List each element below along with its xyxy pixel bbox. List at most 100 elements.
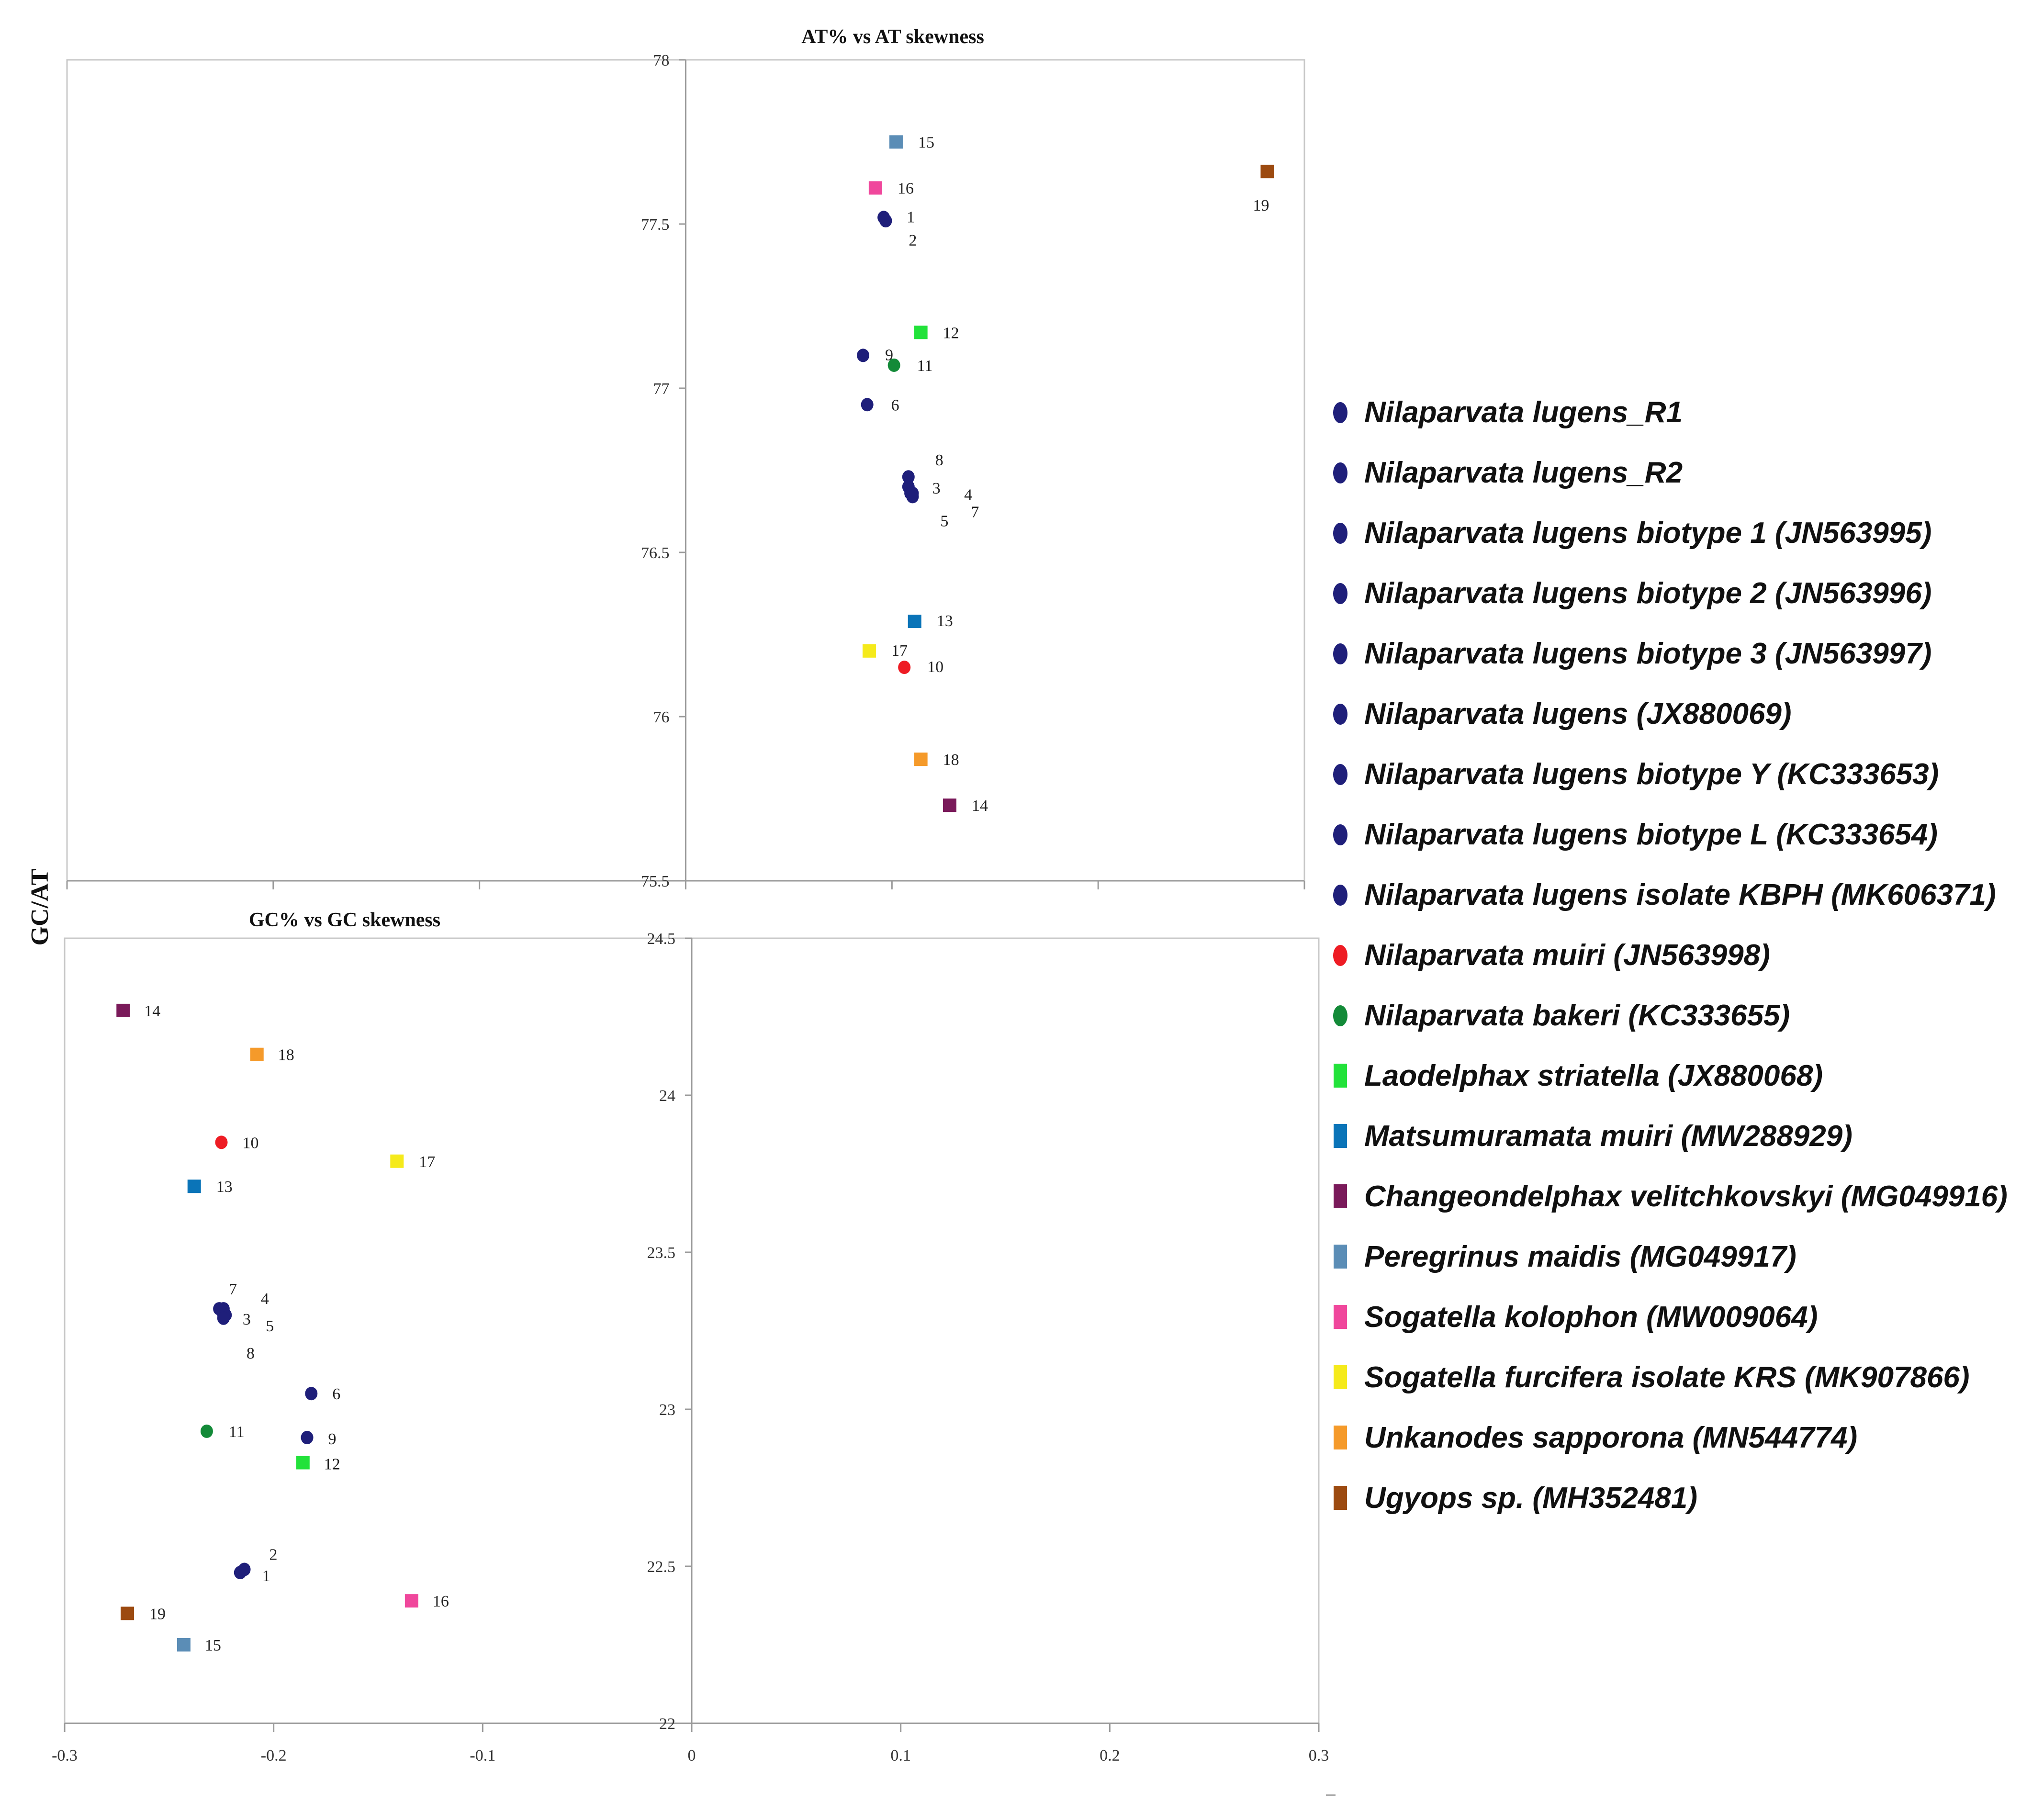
bottom-point-label-10: 10	[243, 1134, 259, 1152]
bottom-point-label-3: 3	[243, 1311, 251, 1328]
legend-label-19: Ugyops sp. (MH352481)	[1364, 1482, 1697, 1515]
legend-marker-15	[1334, 1245, 1347, 1269]
bottom-point-label-1: 1	[262, 1567, 270, 1585]
top-point-12	[914, 326, 928, 339]
legend-marker-5	[1333, 643, 1347, 664]
legend-label-11: Nilaparvata bakeri (KC333655)	[1364, 999, 1790, 1032]
legend-label-5: Nilaparvata lugens biotype 3 (JN563997)	[1364, 637, 1931, 670]
top-point-label-17: 17	[891, 642, 908, 660]
bottom-y-tick-label: 24	[659, 1087, 675, 1105]
top-point-13	[908, 615, 921, 629]
bottom-point-label-13: 13	[216, 1178, 233, 1196]
chart-title-top: AT% vs AT skewness	[801, 26, 984, 48]
legend-label-2: Nilaparvata lugens_R2	[1364, 456, 1683, 489]
top-point-15	[889, 135, 903, 149]
top-y-tick-label: 77	[653, 380, 670, 398]
bottom-point-19	[121, 1607, 134, 1620]
top-point-label-7: 7	[971, 504, 979, 521]
bottom-point-label-9: 9	[328, 1430, 337, 1448]
bottom-y-tick-label: 23.5	[647, 1244, 676, 1262]
top-point-10	[898, 661, 911, 674]
legend-marker-6	[1333, 704, 1347, 725]
top-point-label-18: 18	[943, 751, 959, 769]
top-point-18	[914, 753, 928, 766]
bottom-point-label-6: 6	[332, 1385, 340, 1403]
bottom-point-12	[296, 1456, 310, 1470]
top-y-tick-label: 76	[653, 708, 670, 726]
top-point-label-13: 13	[937, 612, 953, 630]
legend-marker-11	[1333, 1005, 1347, 1026]
top-point-label-5: 5	[940, 512, 948, 530]
bottom-point-10	[215, 1135, 228, 1149]
legend-marker-2	[1333, 462, 1347, 483]
legend-marker-1	[1333, 402, 1347, 423]
bottom-x-tick-label: -0.3	[52, 1747, 78, 1764]
top-point-label-4: 4	[964, 486, 972, 504]
bottom-point-label-14: 14	[144, 1002, 160, 1020]
top-point-8	[902, 470, 915, 484]
top-point-label-16: 16	[898, 180, 914, 198]
bottom-point-label-17: 17	[419, 1153, 435, 1171]
bottom-point-label-2: 2	[269, 1546, 278, 1564]
chart-gc-skew: GC% vs GC skewness -0.3 -0.2 -0.1 0 0.1 0.2 0.…	[52, 909, 1329, 1764]
bottom-point-label-5: 5	[266, 1317, 274, 1335]
bottom-x-tick-label: 0.1	[890, 1747, 911, 1764]
top-point-label-14: 14	[972, 797, 988, 815]
top-y-tick-label: 76.5	[641, 544, 670, 562]
legend-marker-19	[1334, 1486, 1347, 1510]
bottom-point-label-4: 4	[261, 1290, 269, 1308]
top-point-11	[887, 358, 900, 372]
top-point-label-3: 3	[932, 480, 941, 497]
legend-marker-12	[1334, 1064, 1347, 1088]
bottom-point-label-19: 19	[149, 1605, 166, 1623]
legend-marker-16	[1334, 1305, 1347, 1329]
bottom-point-label-15: 15	[205, 1637, 221, 1654]
top-point-label-6: 6	[891, 396, 899, 414]
legend-marker-4	[1333, 583, 1347, 604]
bottom-point-11	[200, 1424, 213, 1438]
legend-marker-18	[1334, 1426, 1347, 1449]
bottom-point-15	[177, 1638, 191, 1651]
bottom-x-tick-label: 0	[688, 1747, 696, 1764]
bottom-point-9	[301, 1431, 314, 1445]
legend-label-12: Laodelphax striatella (JX880068)	[1364, 1059, 1823, 1092]
legend-label-16: Sogatella kolophon (MW009064)	[1364, 1301, 1818, 1334]
legend-label-17: Sogatella furcifera isolate KRS (MK90786…	[1364, 1361, 1970, 1394]
legend-marker-8	[1333, 824, 1347, 845]
legend-marker-7	[1333, 764, 1347, 785]
bottom-x-tick-label: -0.2	[261, 1747, 287, 1764]
bottom-y-tick-label: 22.5	[647, 1558, 676, 1576]
bottom-y-tick-label: 23	[659, 1401, 675, 1419]
chart-title-bottom: GC% vs GC skewness	[249, 909, 440, 931]
bottom-x-tick-label: 0.2	[1100, 1747, 1120, 1764]
bottom-point-17	[390, 1154, 404, 1168]
legend-label-14: Changeondelphax velitchkovskyi (MG049916…	[1364, 1180, 2008, 1213]
legend-label-4: Nilaparvata lugens biotype 2 (JN563996)	[1364, 577, 1931, 610]
legend-label-9: Nilaparvata lugens isolate KBPH (MK60637…	[1364, 878, 1996, 911]
legend-label-10: Nilaparvata muiri (JN563998)	[1364, 939, 1770, 972]
legend-marker-13	[1334, 1124, 1347, 1148]
bottom-y-tick-label: 22	[659, 1715, 675, 1733]
legend-marker-3	[1333, 523, 1347, 544]
bottom-y-tick-label: 24.5	[647, 930, 676, 948]
bottom-point-label-12: 12	[324, 1456, 340, 1473]
legend-label-15: Peregrinus maidis (MG049917)	[1364, 1240, 1796, 1273]
top-point-label-8: 8	[935, 451, 943, 469]
y-axis-label: GC/AT	[26, 869, 54, 946]
top-y-tick-label: 77.5	[641, 216, 670, 234]
bottom-point-14	[116, 1003, 130, 1017]
bottom-point-label-18: 18	[278, 1046, 294, 1064]
top-y-tick-label: 78	[653, 52, 670, 69]
top-point-9	[857, 348, 870, 362]
top-point-label-15: 15	[918, 134, 934, 152]
legend-label-6: Nilaparvata lugens (JX880069)	[1364, 697, 1792, 730]
legend-label-18: Unkanodes sapporona (MN544774)	[1364, 1421, 1857, 1454]
legend-label-1: Nilaparvata lugens_R1	[1364, 396, 1683, 429]
top-point-14	[943, 798, 956, 812]
top-point-label-19: 19	[1253, 197, 1269, 214]
legend-label-13: Matsumuramata muiri (MW288929)	[1364, 1120, 1853, 1153]
bottom-point-2	[238, 1562, 251, 1576]
